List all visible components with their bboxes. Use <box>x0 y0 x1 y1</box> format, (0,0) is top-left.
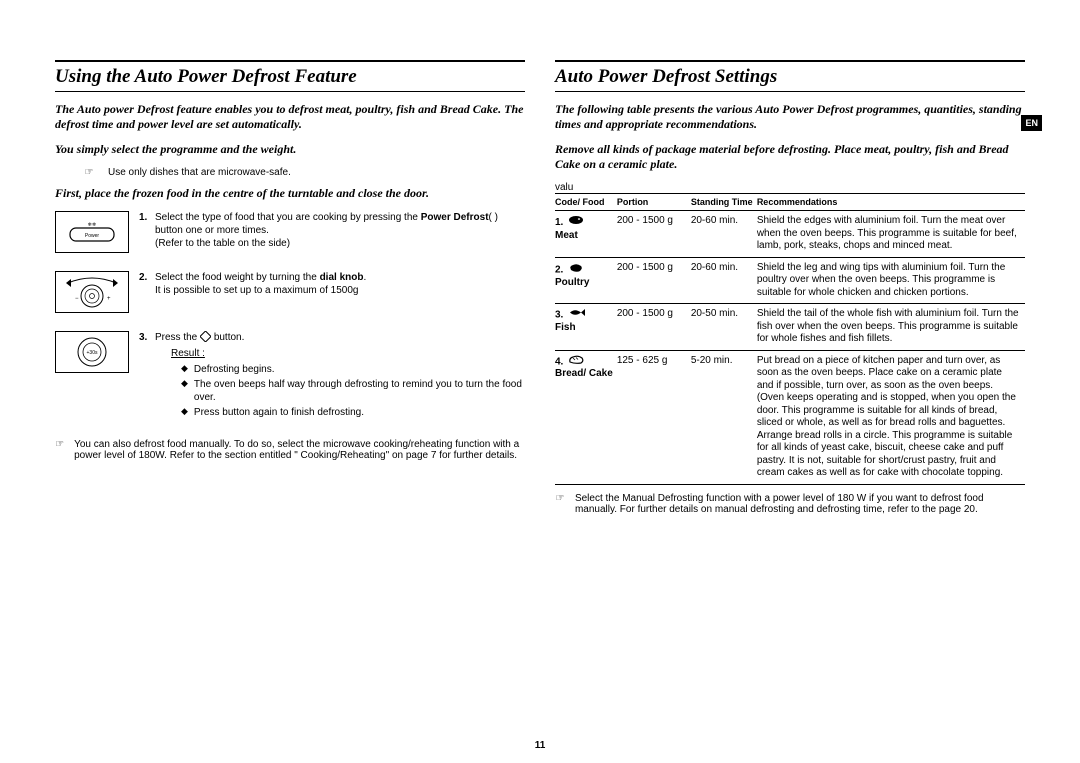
step-2-number: 2. <box>139 271 153 284</box>
th-portion: Portion <box>617 194 691 211</box>
svg-text:+30s: +30s <box>87 350 98 356</box>
step-2-text-a: Select the food weight by turning the <box>155 272 320 283</box>
note-symbol-icon: ☞ <box>80 167 98 178</box>
left-column: Using the Auto Power Defrost Feature The… <box>55 60 525 515</box>
left-intro-1: The Auto power Defrost feature enables y… <box>55 102 525 132</box>
bullet-1: Defrosting begins. <box>194 363 275 376</box>
row2-portion: 200 - 1500 g <box>617 257 691 304</box>
step-3-text-a: Press the <box>155 332 200 343</box>
row2-num: 2. <box>555 264 563 275</box>
start-diamond-icon <box>200 331 211 342</box>
left-intro-2: You simply select the programme and the … <box>55 142 525 157</box>
left-intro-3: First, place the frozen food in the cent… <box>55 186 525 201</box>
manual-page: EN Using the Auto Power Defrost Feature … <box>0 0 1080 763</box>
step-2-sub: It is possible to set up to a maximum of… <box>155 284 525 297</box>
right-footnote-symbol-icon: ☞ <box>555 493 565 515</box>
left-footnote-text: You can also defrost food manually. To d… <box>74 439 525 461</box>
step-2-bold: dial knob <box>320 272 364 283</box>
meat-icon <box>568 215 584 230</box>
step-2-text-b: . <box>363 272 366 283</box>
row3-rec: Shield the tail of the whole fish with a… <box>757 304 1025 351</box>
step-1-sub: (Refer to the table on the side) <box>155 237 525 250</box>
row2-name: Poultry <box>555 277 589 288</box>
bullet-3: Press button again to finish defrosting. <box>194 406 364 419</box>
step-1-text-a: Select the type of food that you are coo… <box>155 212 421 223</box>
row1-time: 20-60 min. <box>691 211 757 258</box>
step-1-bold: Power Defrost <box>421 212 489 223</box>
step-1-illustration: ❄❄ Power <box>55 211 127 253</box>
defrost-settings-table: Code/ Food Portion Standing Time Recomme… <box>555 193 1025 485</box>
step-1: ❄❄ Power 1. Select the type of food that… <box>55 211 525 253</box>
row4-time: 5-20 min. <box>691 350 757 484</box>
row2-time: 20-60 min. <box>691 257 757 304</box>
right-footnote-text: Select the Manual Defrosting function wi… <box>575 493 1025 515</box>
row3-name: Fish <box>555 322 576 333</box>
dial-knob-icon: − + <box>62 275 122 309</box>
bullet-2: The oven beeps half way through defrosti… <box>194 378 525 404</box>
row1-rec: Shield the edges with aluminium foil. Tu… <box>757 211 1025 258</box>
step-2-illustration: − + <box>55 271 127 313</box>
poultry-icon <box>568 262 584 278</box>
th-rec: Recommendations <box>757 194 1025 211</box>
table-row: 4. Bread/ Cake 125 - 625 g 5-20 min. Put… <box>555 350 1025 484</box>
fish-icon <box>568 308 586 322</box>
left-section-title: Using the Auto Power Defrost Feature <box>55 60 525 92</box>
row4-rec: Put bread on a piece of kitchen paper an… <box>757 350 1025 484</box>
row4-name: Bread/ Cake <box>555 368 613 379</box>
bread-icon <box>568 355 584 369</box>
th-time: Standing Time <box>691 194 757 211</box>
step-1-number: 1. <box>139 211 153 224</box>
row3-num: 3. <box>555 309 563 320</box>
row4-portion: 125 - 625 g <box>617 350 691 484</box>
power-button-icon: ❄❄ Power <box>69 222 115 242</box>
svg-text:+: + <box>107 296 111 302</box>
page-number: 11 <box>0 740 1080 751</box>
right-intro-2: Remove all kinds of package material bef… <box>555 142 1025 172</box>
result-label: Result : <box>171 347 525 360</box>
step-3-text-b: button. <box>214 332 245 343</box>
row2-rec: Shield the leg and wing tips with alumin… <box>757 257 1025 304</box>
svg-text:Power: Power <box>85 233 100 239</box>
svg-text:❄❄: ❄❄ <box>88 222 96 228</box>
table-row: 2. Poultry 200 - 1500 g 20-60 min. Shiel… <box>555 257 1025 304</box>
step-3-illustration: +30s <box>55 331 127 421</box>
table-row: 1. Meat 200 - 1500 g 20-60 min. Shield t… <box>555 211 1025 258</box>
row1-portion: 200 - 1500 g <box>617 211 691 258</box>
step-3: +30s 3. Press the button. Result : <box>55 331 525 421</box>
left-footnote-row: ☞ You can also defrost food manually. To… <box>55 439 525 461</box>
row3-time: 20-50 min. <box>691 304 757 351</box>
right-section-title: Auto Power Defrost Settings <box>555 60 1025 92</box>
two-column-layout: Using the Auto Power Defrost Feature The… <box>55 60 1025 515</box>
step-2: − + 2. Select the food weight by turning… <box>55 271 525 313</box>
table-row: 3. Fish 200 - 1500 g 20-50 min. Shield t… <box>555 304 1025 351</box>
step-3-number: 3. <box>139 331 153 344</box>
right-footnote-row: ☞ Select the Manual Defrosting function … <box>555 493 1025 515</box>
footnote-symbol-icon: ☞ <box>55 439 64 461</box>
note-row: ☞ Use only dishes that are microwave-saf… <box>80 167 525 178</box>
svg-text:−: − <box>75 296 79 302</box>
steps-list: ❄❄ Power 1. Select the type of food that… <box>55 211 525 421</box>
language-tag: EN <box>1021 115 1042 131</box>
row3-portion: 200 - 1500 g <box>617 304 691 351</box>
row1-name: Meat <box>555 230 578 241</box>
start-button-icon: +30s <box>73 335 111 369</box>
right-intro-1: The following table presents the various… <box>555 102 1025 132</box>
note-text: Use only dishes that are microwave-safe. <box>108 167 291 178</box>
row4-num: 4. <box>555 356 563 367</box>
th-code: Code/ Food <box>555 194 617 211</box>
row1-num: 1. <box>555 217 563 228</box>
step-3-bullets: Defrosting begins. The oven beeps half w… <box>181 363 525 419</box>
right-column: Auto Power Defrost Settings The followin… <box>555 60 1025 515</box>
